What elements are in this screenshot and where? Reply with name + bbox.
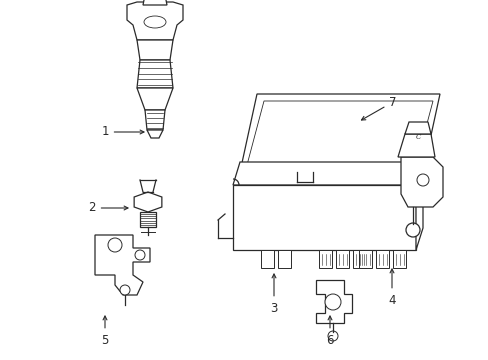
Polygon shape [397,134,434,157]
Bar [392,250,405,268]
Polygon shape [415,162,422,250]
Polygon shape [137,88,173,110]
Bar [358,250,371,268]
Ellipse shape [143,16,165,28]
Polygon shape [142,0,167,5]
Text: 6: 6 [325,316,333,346]
Polygon shape [145,110,164,130]
Text: 5: 5 [101,316,108,346]
Circle shape [325,294,340,310]
Text: 2: 2 [88,202,128,215]
Polygon shape [134,192,162,212]
Polygon shape [137,40,173,60]
Polygon shape [240,94,439,172]
Polygon shape [127,2,183,40]
Polygon shape [232,162,422,185]
Polygon shape [400,157,442,207]
Bar [278,250,290,268]
Text: C: C [414,133,420,141]
Polygon shape [147,130,163,138]
Polygon shape [95,235,150,295]
Polygon shape [404,122,430,134]
Bar [335,250,348,268]
Bar [318,250,331,268]
Bar [352,250,365,268]
Text: 7: 7 [361,95,396,120]
Circle shape [416,174,428,186]
Text: 1: 1 [101,126,143,139]
Polygon shape [232,185,415,250]
Circle shape [135,250,145,260]
Bar [375,250,388,268]
Circle shape [405,223,419,237]
Circle shape [120,285,130,295]
Bar [261,250,273,268]
Polygon shape [140,212,156,227]
Polygon shape [137,60,173,88]
Polygon shape [315,280,351,323]
Circle shape [327,331,337,341]
Circle shape [108,238,122,252]
Text: 4: 4 [387,269,395,306]
Text: 3: 3 [270,274,277,315]
